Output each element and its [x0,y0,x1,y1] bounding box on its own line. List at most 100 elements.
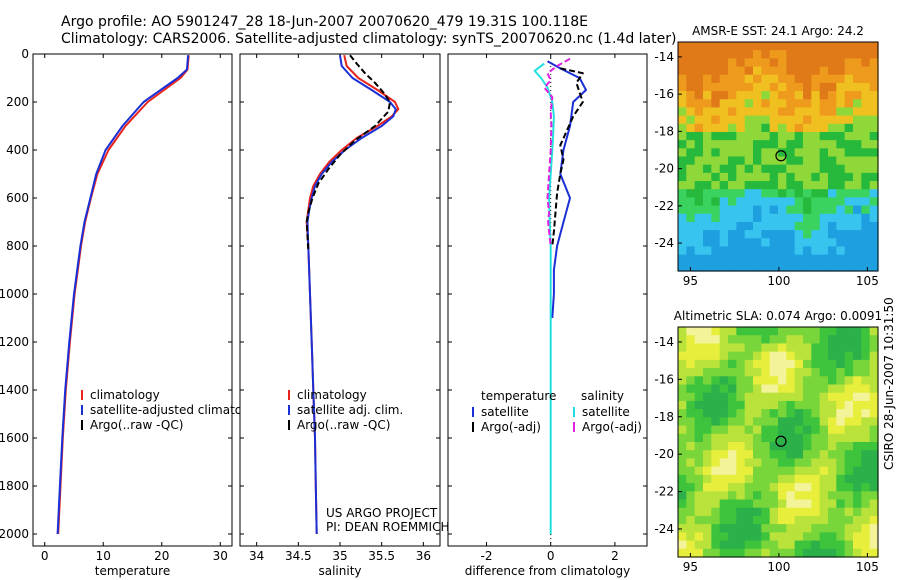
map-cell [794,148,804,158]
map-cell [786,221,796,231]
map-cell [769,499,779,509]
map-cell [761,376,771,386]
map-cell [719,230,729,239]
map-cell [736,82,746,92]
map-cell [828,221,837,231]
map-cell [753,425,762,435]
map-cell [686,474,696,484]
map-cell [844,115,854,125]
map-cell [853,74,862,84]
map-cell [844,400,854,410]
map-cell [678,58,687,68]
map-cell [719,507,729,517]
map-cell [861,507,871,517]
map-cell [703,254,712,264]
map-cell [836,499,846,509]
map-cell [869,115,879,125]
map-cell [753,450,762,460]
map-x-tick-label: 100 [767,560,790,574]
map-cell [853,115,862,125]
map-cell [811,359,821,369]
map-cell [803,507,812,517]
map-cell [736,392,746,402]
legend-label: satellite adj. clim. [297,403,403,417]
map-cell [794,335,804,345]
map-cell [861,50,871,59]
map-cell [778,66,787,76]
map-cell [786,254,796,264]
map-cell [778,483,787,492]
map-cell [844,458,854,468]
map-cell [844,213,854,223]
map-cell [786,50,796,59]
map-cell [753,400,762,410]
map-cell [736,238,746,248]
figure-title-line1: Argo profile: AO 5901247_28 18-Jun-2007 … [61,14,588,30]
map-cell [778,99,787,109]
map-cell [811,156,821,166]
map-cell [794,74,804,84]
map-cell [803,359,812,369]
map-cell [836,483,846,492]
map-cell [778,417,787,427]
map-cell [786,548,796,558]
map-cell [778,515,787,525]
map-cell [819,491,829,501]
map-cell [794,131,804,141]
map-cell [786,238,796,248]
map-cell [819,213,829,223]
map-cell [778,148,787,158]
map-cell [869,343,879,353]
map-cell [744,156,754,166]
map-cell [811,343,821,353]
map-cell [753,417,762,427]
map-cell [853,458,862,468]
y-tick-label: 1000 [0,287,29,301]
map-cell [761,181,771,190]
map-cell [744,262,754,272]
map-cell [794,351,804,361]
map-cell [836,433,846,443]
x-tick-label: 2 [611,549,619,563]
map-cell [703,181,712,190]
map-cell [803,515,812,525]
map-cell [753,107,762,117]
map-cell [694,254,704,264]
map-cell [803,409,812,418]
map-cell [828,74,837,84]
map-cell [786,335,796,345]
map-cell [711,540,721,550]
map-cell [861,164,871,174]
map-cell [836,442,846,451]
map-cell [711,417,721,427]
map-cell [778,400,787,410]
map-cell [853,368,862,377]
map-cell [694,548,704,558]
map-cell [828,515,837,525]
map-cell [694,409,704,418]
map-cell [711,205,721,215]
map-cell [736,246,746,256]
map-cell [861,197,871,207]
map-cell [744,400,754,410]
map-cell [836,335,846,345]
map-cell [869,262,879,272]
map-cell [686,205,696,215]
map-cell [819,66,829,76]
map-cell [778,359,787,369]
map-cell [744,205,754,215]
map-cell [778,91,787,100]
map-cell [819,425,829,435]
map-cell [761,107,771,117]
map-cell [794,548,804,558]
map-cell [686,392,696,402]
map-cell [794,409,804,418]
map-cell [778,164,787,174]
map-cell [686,499,696,509]
map-cell [803,213,812,223]
map-cell [828,197,837,207]
map-cell [703,548,712,558]
map-cell [719,499,729,509]
map-cell [786,384,796,394]
map-cell [869,392,879,402]
